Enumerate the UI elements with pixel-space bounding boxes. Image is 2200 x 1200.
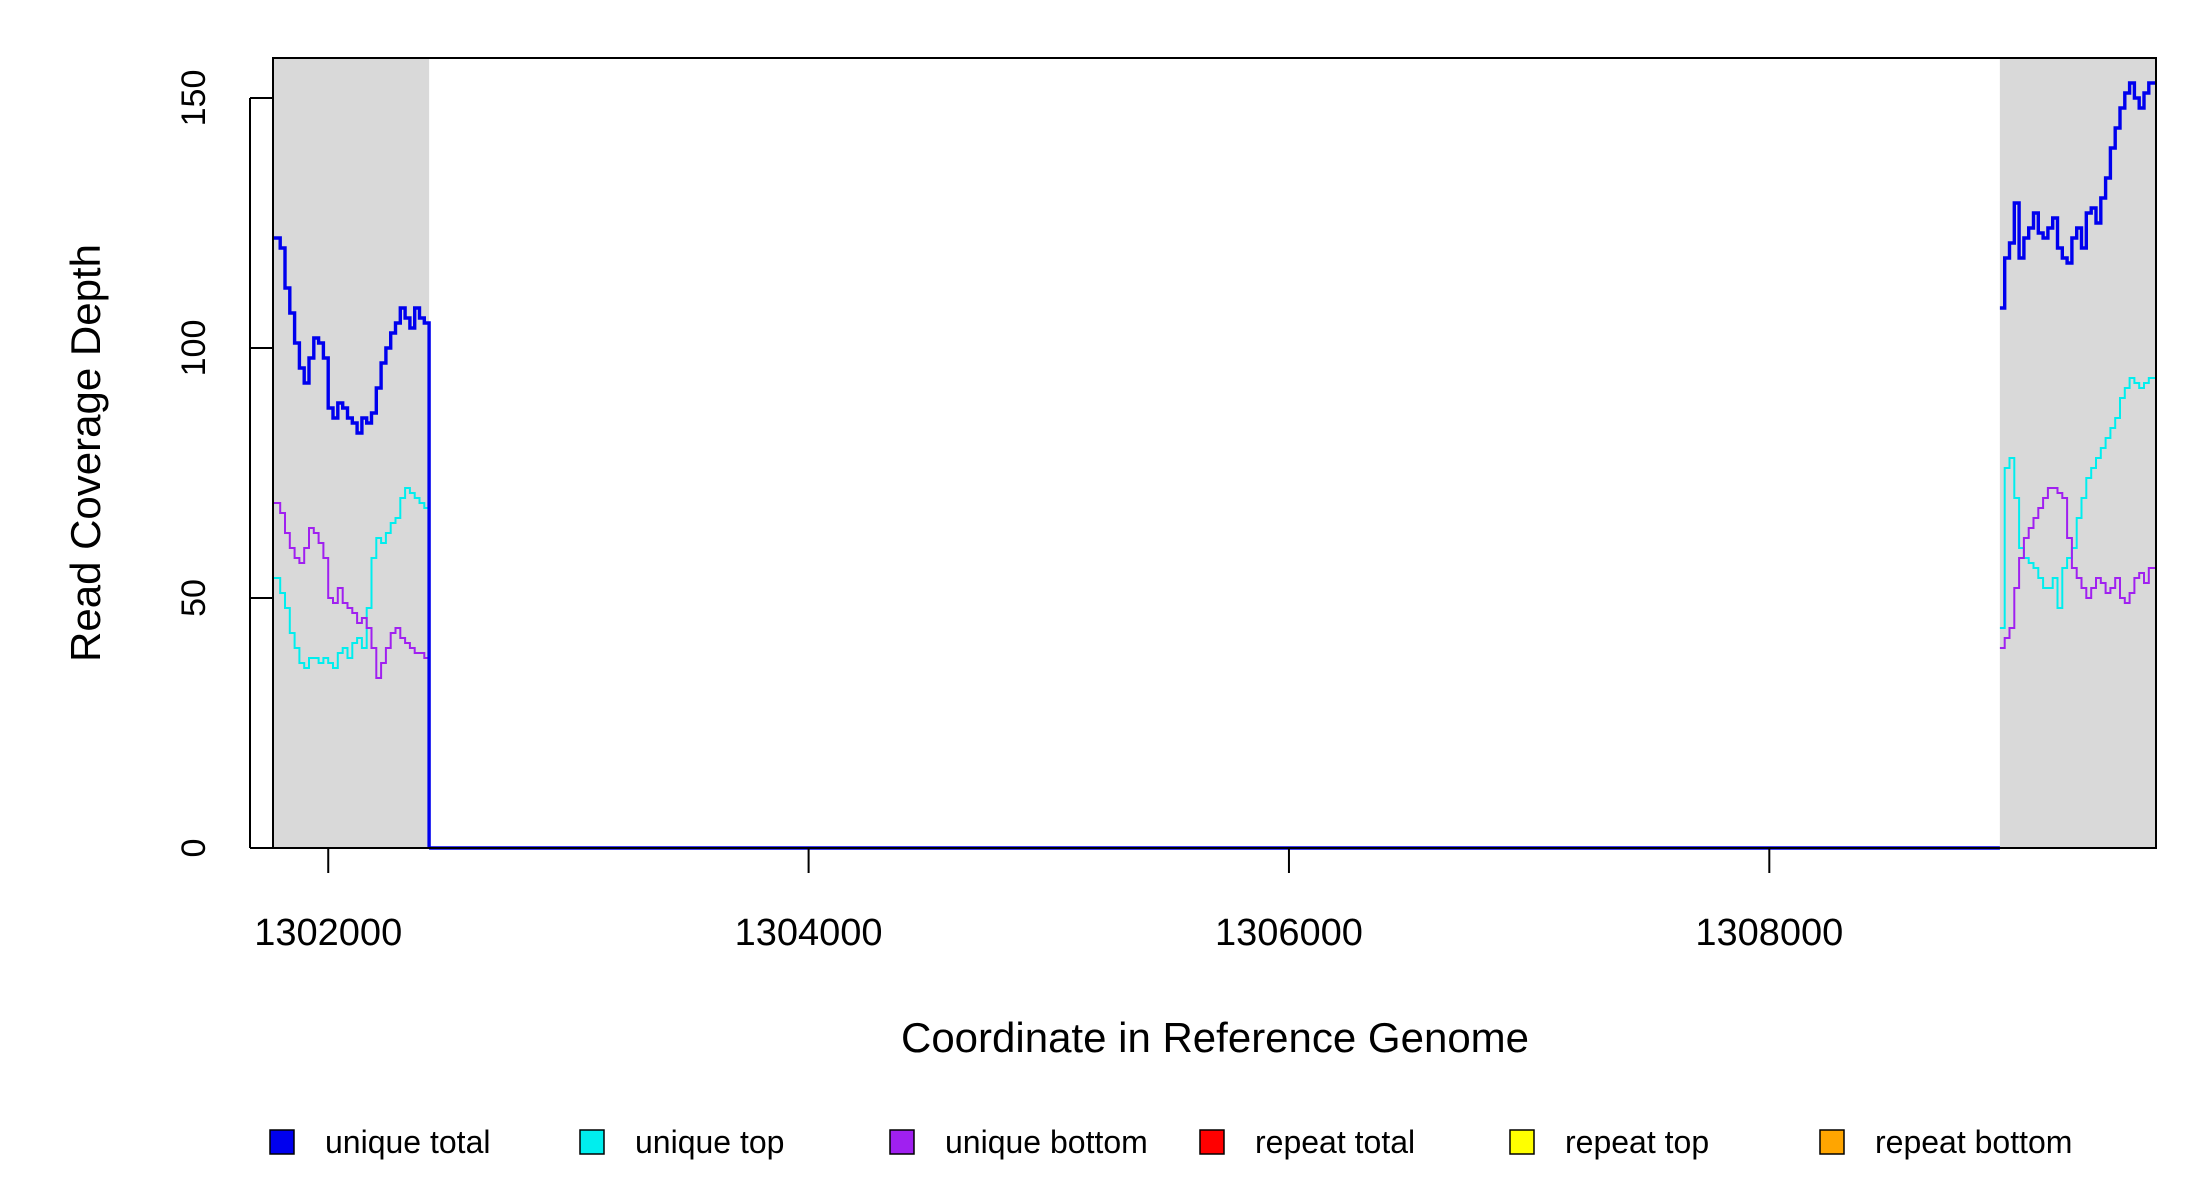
x-axis-title: Coordinate in Reference Genome: [901, 1014, 1529, 1061]
series-line-unique-top-1: [273, 487, 431, 848]
series-line-unique-bottom-3: [1999, 487, 2157, 649]
legend-label: unique bottom: [945, 1124, 1148, 1160]
x-tick-label: 1302000: [254, 912, 402, 954]
legend-swatch: [579, 1129, 605, 1155]
y-tick-label: 0: [175, 839, 213, 858]
y-tick-label: 150: [175, 70, 213, 127]
x-tick-label: 1304000: [735, 912, 883, 954]
y-tick-label: 100: [175, 320, 213, 377]
legend-swatch: [1199, 1129, 1225, 1155]
x-tick-label: 1306000: [1215, 912, 1363, 954]
legend-item: unique total: [269, 1124, 490, 1160]
y-axis-title: Read Coverage Depth: [62, 244, 109, 662]
legend-label: repeat total: [1255, 1124, 1415, 1160]
shaded-region-2: [1999, 58, 2156, 848]
series-line-unique-total-1: [273, 236, 431, 848]
legend-label: unique top: [635, 1124, 784, 1160]
legend-swatch: [1819, 1129, 1845, 1155]
series-line-unique-total-3: [1999, 81, 2156, 310]
legend-label: unique total: [325, 1124, 490, 1160]
series-line-unique-bottom-1: [273, 502, 431, 848]
legend-item: repeat bottom: [1819, 1124, 2072, 1160]
series-line-unique-top-3: [1999, 373, 2157, 629]
legend-swatch: [269, 1129, 295, 1155]
x-axis: 1302000 1304000 1306000 1308000: [254, 847, 1843, 954]
legend: unique total unique top unique bottom repea…: [269, 1124, 2072, 1160]
shaded-regions: [273, 58, 2156, 848]
legend-item: unique top: [579, 1124, 784, 1160]
y-tick-label: 50: [175, 579, 213, 617]
series-lines: [273, 81, 2157, 850]
y-axis: 0 50 100 150: [175, 70, 273, 858]
x-tick-label: 1308000: [1695, 912, 1843, 954]
legend-item: repeat top: [1509, 1124, 1709, 1160]
plot-frame: [272, 57, 2157, 849]
legend-label: repeat bottom: [1875, 1124, 2072, 1160]
legend-swatch: [889, 1129, 915, 1155]
legend-swatch: [1509, 1129, 1535, 1155]
shaded-region-1: [273, 58, 430, 848]
legend-item: repeat total: [1199, 1124, 1415, 1160]
legend-item: unique bottom: [889, 1124, 1148, 1160]
legend-label: repeat top: [1565, 1124, 1709, 1160]
